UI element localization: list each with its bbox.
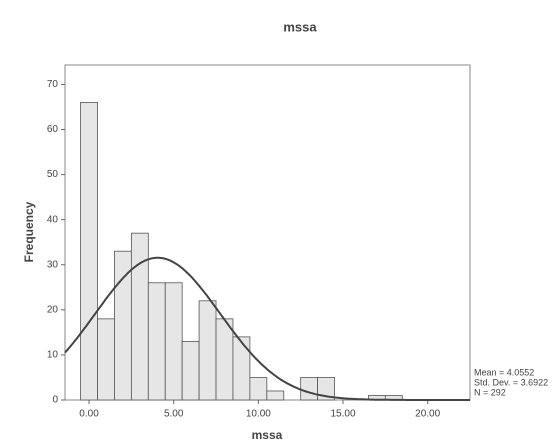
bar <box>198 300 217 401</box>
bar <box>232 336 251 401</box>
bar <box>130 232 149 401</box>
bar <box>300 377 319 401</box>
x-tick-label: 0.00 <box>79 409 99 420</box>
y-tick-label: 50 <box>47 169 59 180</box>
bar <box>181 340 200 401</box>
x-tick-label: 15.00 <box>330 409 355 420</box>
bar <box>97 318 115 401</box>
bar <box>249 377 268 401</box>
y-tick-label: 20 <box>47 304 59 315</box>
x-axis-label: mssa <box>252 428 283 442</box>
y-tick-label: 60 <box>47 124 59 135</box>
y-tick-label: 70 <box>47 79 59 90</box>
y-tick-label: 10 <box>47 350 59 361</box>
x-tick-label: 10.00 <box>246 409 271 420</box>
x-tick-label: 20.00 <box>415 409 440 420</box>
stat-label: Mean = 4.0552 <box>474 367 534 377</box>
bar <box>215 318 234 401</box>
y-tick-label: 30 <box>47 259 59 270</box>
normal-curve <box>64 256 470 401</box>
stat-label: Std. Dev. = 3.6922 <box>474 377 548 387</box>
x-tick-label: 5.00 <box>164 409 184 420</box>
y-tick-label: 0 <box>52 395 58 406</box>
bar <box>266 390 285 401</box>
y-tick-label: 40 <box>47 214 59 225</box>
bar <box>164 282 183 401</box>
bar <box>147 282 166 401</box>
bar <box>114 250 132 401</box>
bar <box>80 102 98 401</box>
y-axis-label: Frequency <box>22 201 36 262</box>
stat-label: N = 292 <box>474 387 506 397</box>
bar <box>317 377 335 401</box>
chart-title: mssa <box>283 19 317 34</box>
